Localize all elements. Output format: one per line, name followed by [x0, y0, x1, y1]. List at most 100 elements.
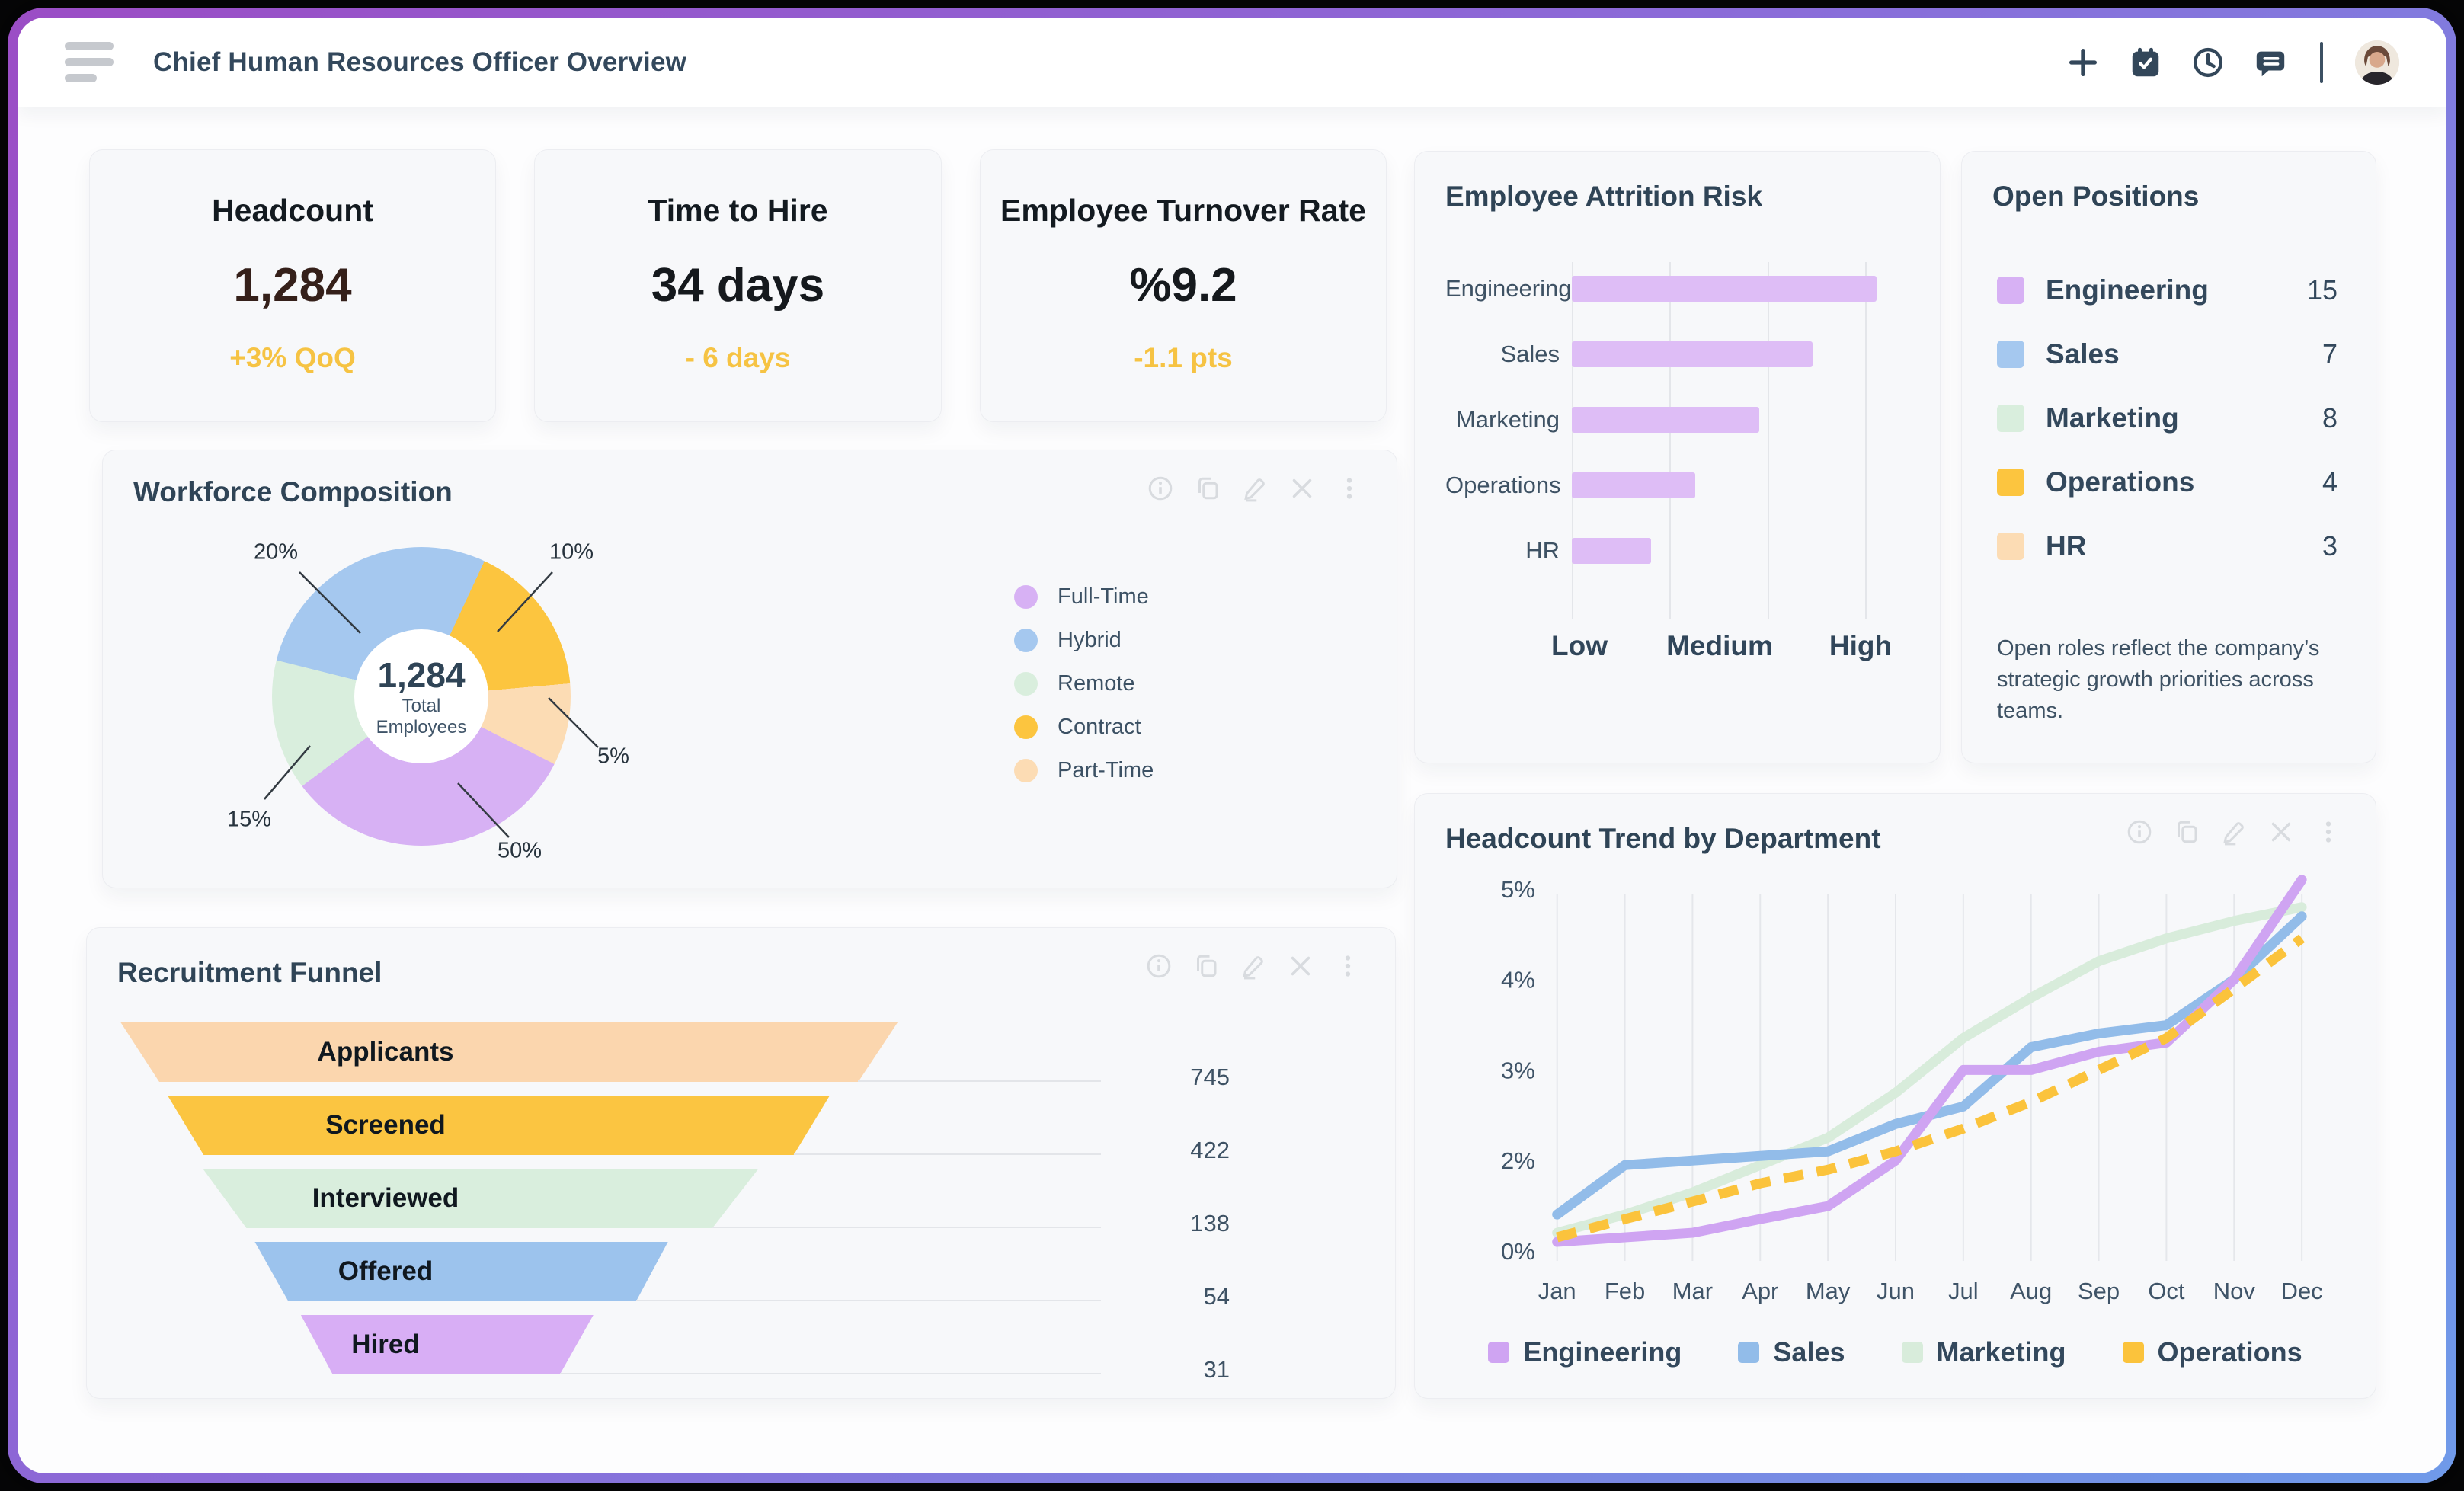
kpi-value: 1,284 — [233, 259, 352, 312]
legend-item-hybrid[interactable]: Hybrid — [1014, 628, 1154, 653]
leader-line — [636, 1300, 1101, 1301]
close-icon[interactable] — [2267, 818, 2295, 846]
list-item: HR 3 — [1997, 514, 2338, 578]
svg-text:Jul: Jul — [1948, 1278, 1979, 1304]
category-label: HR — [1525, 537, 1560, 564]
list-item: Sales 7 — [1997, 322, 2338, 386]
clock-icon[interactable] — [2190, 45, 2226, 80]
kpi-title: Headcount — [212, 193, 373, 228]
hamburger-menu-icon[interactable] — [65, 42, 114, 82]
stage-label: Interviewed — [312, 1183, 459, 1213]
headcount-trend-card: 5% 4% 3% 2% 0% Jan Feb Mar Apr May Jun Jul Aug Sep Oct… — [1414, 793, 2376, 1399]
chat-icon[interactable] — [2253, 45, 2288, 80]
attrition-row: Engineering — [1445, 276, 1911, 302]
legend-item-marketing[interactable]: Marketing — [1901, 1336, 2066, 1368]
total-employees-value: 1,284 — [377, 654, 466, 695]
attrition-bar — [1572, 407, 1759, 433]
kpi-value: %9.2 — [1129, 259, 1237, 312]
attrition-risk-card: Employee Attrition Risk Engineering Sale… — [1414, 151, 1941, 763]
card-title: Workforce Composition — [133, 476, 453, 507]
department-label: Operations — [2046, 466, 2195, 498]
kpi-value: 34 days — [651, 259, 825, 312]
attrition-row: Operations — [1445, 472, 1911, 498]
funnel-stage: Interviewed 138 — [117, 1169, 1365, 1237]
card-title: Employee Attrition Risk — [1445, 181, 1762, 212]
department-label: Engineering — [2046, 274, 2209, 306]
edit-icon[interactable] — [2220, 818, 2248, 846]
legend-dot — [1014, 585, 1038, 609]
kebab-menu-icon[interactable] — [1336, 475, 1363, 502]
legend-item-part-time[interactable]: Part-Time — [1014, 758, 1154, 783]
gridline — [1572, 262, 1573, 619]
svg-text:0%: 0% — [1501, 1238, 1535, 1265]
legend-label: Engineering — [1523, 1336, 1682, 1368]
svg-text:Feb: Feb — [1605, 1278, 1645, 1304]
stage-value: 138 — [1190, 1210, 1230, 1237]
open-count: 15 — [2306, 274, 2338, 306]
legend-item-remote[interactable]: Remote — [1014, 671, 1154, 696]
legend-swatch — [1901, 1342, 1923, 1363]
funnel-shape — [300, 1315, 594, 1374]
card-actions — [1147, 475, 1363, 502]
kpi-delta: +3% QoQ — [229, 342, 356, 373]
axis-label-medium: Medium — [1666, 630, 1773, 661]
kebab-menu-icon[interactable] — [2315, 818, 2342, 846]
legend-item-operations[interactable]: Operations — [2122, 1336, 2302, 1368]
funnel-stage: Screened 422 — [117, 1096, 1365, 1163]
workforce-legend: Full-Time Hybrid Remote Contract Part-Ti… — [1014, 584, 1154, 783]
edit-icon[interactable] — [1240, 952, 1267, 980]
kebab-menu-icon[interactable] — [1334, 952, 1362, 980]
info-icon[interactable] — [1147, 475, 1174, 502]
svg-text:3%: 3% — [1501, 1057, 1535, 1083]
funnel-stage: Offered 54 — [117, 1242, 1365, 1310]
close-icon[interactable] — [1288, 475, 1316, 502]
info-icon[interactable] — [1145, 952, 1173, 980]
legend-dot — [1014, 672, 1038, 696]
copy-icon[interactable] — [1192, 952, 1220, 980]
edit-icon[interactable] — [1241, 475, 1269, 502]
copy-icon[interactable] — [1194, 475, 1221, 502]
svg-text:2%: 2% — [1501, 1147, 1535, 1174]
svg-text:Aug: Aug — [2010, 1278, 2052, 1304]
card-actions — [2126, 818, 2342, 846]
legend-item-full-time[interactable]: Full-Time — [1014, 584, 1154, 610]
legend-item-contract[interactable]: Contract — [1014, 715, 1154, 740]
gridline — [1865, 262, 1867, 619]
kpi-delta: -1.1 pts — [1134, 342, 1233, 373]
workforce-composition-card: Workforce Composition 1,284 Total Employ… — [102, 450, 1397, 888]
svg-text:Sep: Sep — [2078, 1278, 2120, 1304]
department-label: Sales — [2046, 338, 2120, 370]
list-item: Marketing 8 — [1997, 386, 2338, 450]
open-positions-list: Engineering 15 Sales 7 Marketing 8 Opera… — [1997, 258, 2338, 578]
gridline — [1669, 262, 1671, 619]
color-swatch — [1997, 277, 2024, 304]
calendar-check-icon[interactable] — [2128, 45, 2163, 80]
gridline — [1768, 262, 1769, 619]
legend-swatch — [2122, 1342, 2144, 1363]
funnel-chart: Applicants 745 Screened 422 Interviewed … — [117, 1022, 1365, 1388]
legend-item-engineering[interactable]: Engineering — [1488, 1336, 1682, 1368]
legend-label: Sales — [1773, 1336, 1845, 1368]
legend-label: Hybrid — [1058, 628, 1122, 652]
card-title: Recruitment Funnel — [117, 957, 382, 988]
info-icon[interactable] — [2126, 818, 2153, 846]
stage-value: 422 — [1190, 1137, 1230, 1163]
svg-text:Mar: Mar — [1672, 1278, 1713, 1304]
user-avatar[interactable] — [2355, 40, 2399, 85]
svg-text:Apr: Apr — [1742, 1278, 1778, 1304]
kpi-delta: - 6 days — [685, 342, 791, 373]
legend-item-sales[interactable]: Sales — [1738, 1336, 1845, 1368]
legend-label: Operations — [2157, 1336, 2302, 1368]
color-swatch — [1997, 341, 2024, 368]
funnel-shape — [203, 1169, 759, 1228]
svg-text:5%: 5% — [1501, 876, 1535, 903]
svg-text:Nov: Nov — [2213, 1278, 2256, 1304]
open-count: 8 — [2322, 402, 2338, 434]
copy-icon[interactable] — [2173, 818, 2200, 846]
slice-label-full-time: 50% — [497, 838, 542, 863]
add-icon[interactable] — [2066, 45, 2101, 80]
kpi-card-headcount: Headcount 1,284 +3% QoQ — [89, 149, 496, 422]
category-label: Engineering — [1445, 275, 1572, 302]
legend-label: Marketing — [1936, 1336, 2066, 1368]
close-icon[interactable] — [1287, 952, 1314, 980]
